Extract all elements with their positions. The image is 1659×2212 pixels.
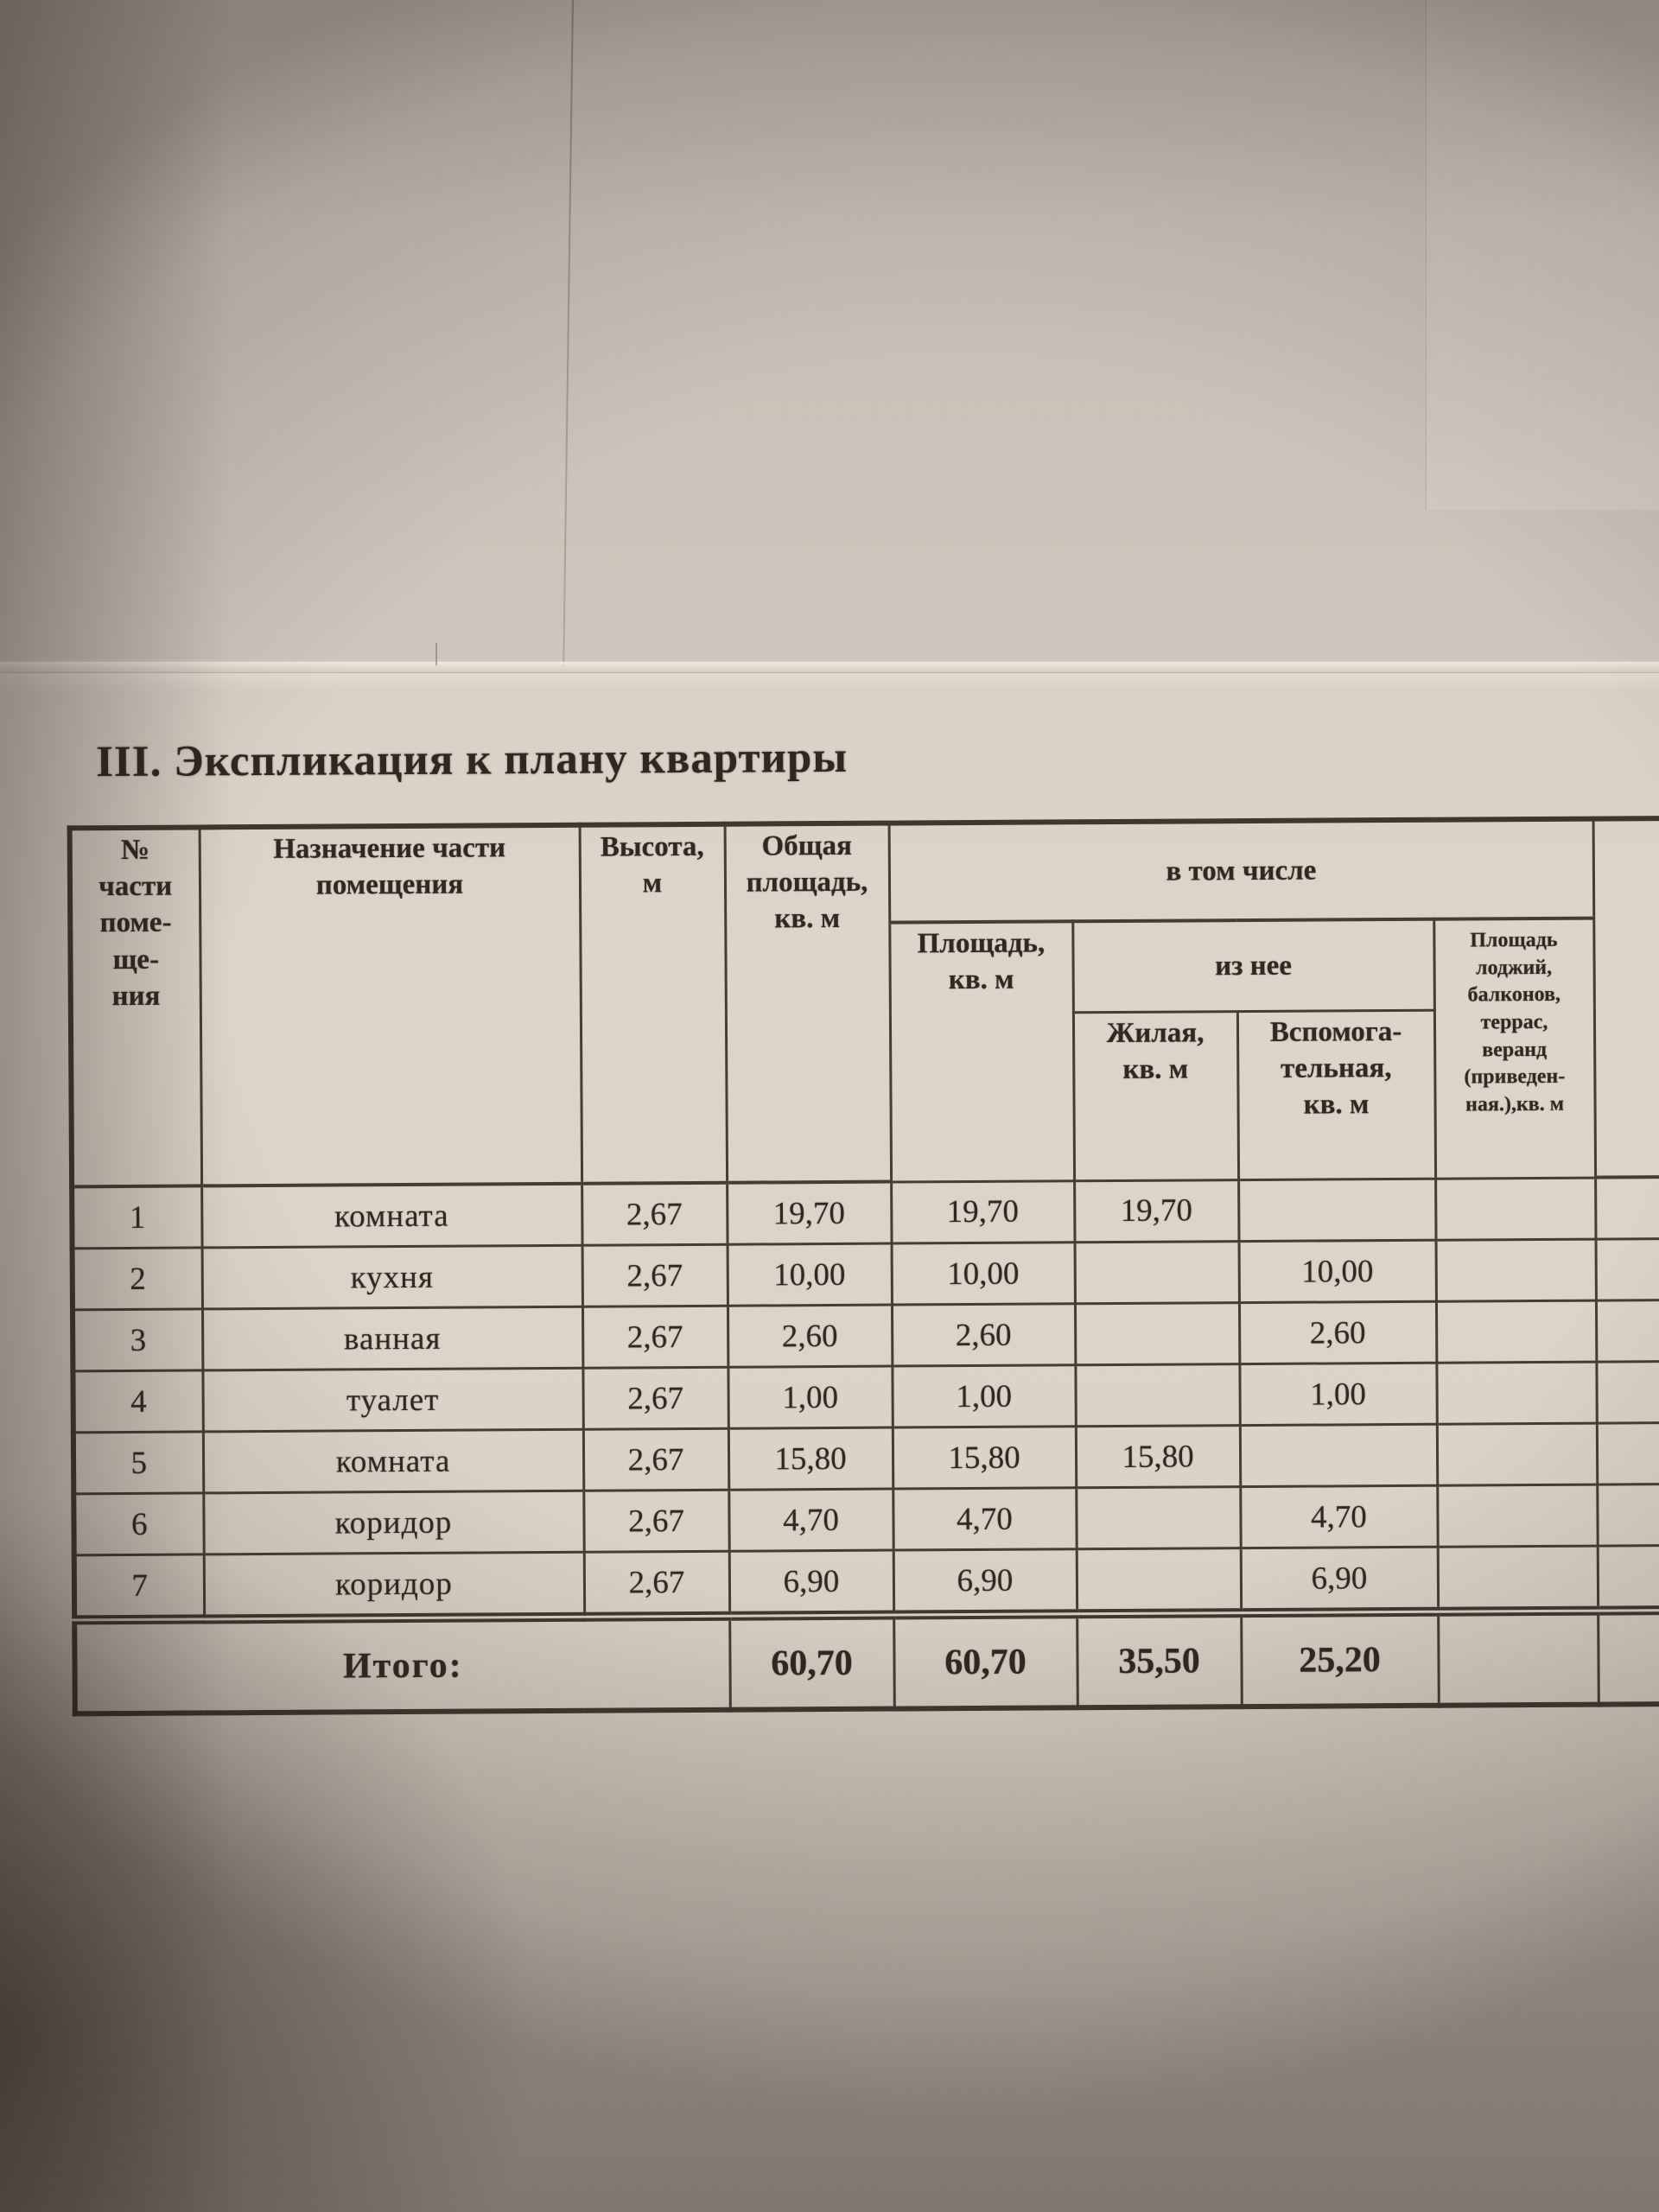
col-header-of-it: из нее — [1072, 918, 1434, 1013]
totals-total-area: 60,70 — [729, 1615, 894, 1710]
paper-seam — [0, 662, 1659, 673]
table-row: 4 туалет 2,67 1,00 1,00 1,00 — [73, 1361, 1659, 1433]
cell-room-number: 6 — [73, 1492, 204, 1555]
paper-seam-notch — [435, 643, 437, 665]
cell-purpose: комната — [201, 1183, 582, 1248]
cell-height: 2,67 — [582, 1367, 728, 1430]
col-header-total-area: Общая площадь, кв. м — [724, 823, 892, 1183]
cell-area: 19,70 — [891, 1180, 1075, 1244]
cell-loggia-area — [1435, 1177, 1596, 1241]
totals-loggia-area — [1438, 1611, 1599, 1706]
cell-auxiliary-area — [1239, 1424, 1438, 1487]
cell-living-area — [1076, 1486, 1241, 1549]
cell-cutoff — [1595, 1238, 1659, 1301]
cell-loggia-area — [1436, 1362, 1597, 1425]
cell-living-area: 19,70 — [1074, 1179, 1239, 1243]
cell-loggia-area — [1435, 1300, 1597, 1363]
col-header-including: в том числе — [888, 818, 1594, 923]
cell-living-area: 15,80 — [1075, 1425, 1241, 1488]
cell-room-number: 5 — [73, 1431, 204, 1494]
cell-purpose: коридор — [203, 1491, 584, 1554]
cell-height: 2,67 — [582, 1182, 728, 1246]
col-header-auxiliary: Вспомога- тельная, кв. м — [1236, 1009, 1436, 1180]
cell-loggia-area — [1435, 1239, 1596, 1302]
table-row: 7 коридор 2,67 6,90 6,90 6,90 — [73, 1545, 1659, 1620]
col-header-living: Жилая, кв. м — [1072, 1011, 1239, 1181]
cell-area: 15,80 — [892, 1426, 1077, 1490]
cell-total-area: 4,70 — [728, 1489, 893, 1552]
cell-total-area: 19,70 — [727, 1181, 892, 1245]
table-row: 5 комната 2,67 15,80 15,80 15,80 — [73, 1422, 1659, 1494]
table-row: 1 комната 2,67 19,70 19,70 19,70 — [72, 1176, 1659, 1249]
cell-total-area: 15,80 — [728, 1427, 893, 1491]
cell-auxiliary-area: 2,60 — [1238, 1301, 1437, 1364]
cell-height: 2,67 — [582, 1306, 728, 1369]
table-body: 1 комната 2,67 19,70 19,70 19,70 2 кухня… — [72, 1176, 1659, 1714]
cell-purpose: туалет — [202, 1368, 583, 1432]
cell-cutoff — [1596, 1361, 1659, 1424]
cell-purpose: ванная — [201, 1306, 583, 1370]
cell-total-area: 1,00 — [728, 1366, 893, 1429]
cell-purpose: комната — [202, 1429, 584, 1493]
cell-area: 1,00 — [892, 1364, 1076, 1428]
cell-auxiliary-area: 4,70 — [1240, 1485, 1438, 1548]
table-row: 2 кухня 2,67 10,00 10,00 10,00 — [72, 1238, 1659, 1310]
table-header: № части поме- ще- ния Назначение части п… — [69, 817, 1659, 1187]
cell-height: 2,67 — [583, 1490, 729, 1553]
cell-height: 2,67 — [583, 1551, 730, 1618]
totals-cutoff — [1598, 1610, 1659, 1705]
cell-total-area: 2,60 — [727, 1305, 893, 1368]
cell-height: 2,67 — [582, 1244, 728, 1307]
cell-purpose: коридор — [203, 1552, 585, 1619]
cell-room-number: 2 — [72, 1247, 202, 1310]
cell-auxiliary-area: 1,00 — [1239, 1363, 1437, 1426]
cell-auxiliary-area: 10,00 — [1238, 1240, 1436, 1303]
cell-auxiliary-area: 6,90 — [1240, 1547, 1439, 1613]
col-header-purpose: Назначение части помещения — [199, 824, 582, 1186]
cell-loggia-area — [1436, 1423, 1598, 1486]
col-header-room-number: № части поме- ще- ния — [69, 827, 202, 1187]
cell-room-number: 7 — [73, 1554, 205, 1620]
cell-room-number: 4 — [73, 1370, 203, 1433]
cell-total-area: 10,00 — [727, 1243, 892, 1306]
totals-auxiliary-area: 25,20 — [1241, 1611, 1439, 1707]
cell-cutoff — [1595, 1176, 1659, 1240]
cell-area: 2,60 — [891, 1303, 1076, 1367]
table-row: 3 ванная 2,67 2,60 2,60 2,60 — [72, 1300, 1659, 1371]
cell-loggia-area — [1437, 1484, 1598, 1548]
col-header-area: Площадь, кв. м — [889, 921, 1075, 1182]
cell-purpose: кухня — [201, 1245, 582, 1309]
cell-cutoff — [1597, 1484, 1659, 1547]
cell-living-area — [1074, 1302, 1240, 1365]
cell-loggia-area — [1437, 1546, 1599, 1612]
cell-area: 10,00 — [891, 1242, 1075, 1306]
totals-row: Итого: 60,70 60,70 35,50 25,20 — [74, 1610, 1659, 1714]
cell-room-number: 3 — [72, 1308, 203, 1371]
cell-cutoff — [1597, 1545, 1659, 1611]
col-header-height: Высота, м — [579, 823, 728, 1184]
table-row: 6 коридор 2,67 4,70 4,70 4,70 — [73, 1484, 1659, 1555]
explication-table: № части поме- ще- ния Назначение части п… — [67, 815, 1659, 1717]
cell-living-area — [1075, 1363, 1240, 1427]
paper-edge-line — [1426, 0, 1659, 510]
totals-label: Итого: — [74, 1616, 730, 1714]
document-title: III. Экспликация к плану квартиры — [95, 733, 849, 787]
cell-area: 4,70 — [893, 1487, 1077, 1551]
cell-area: 6,90 — [893, 1548, 1077, 1616]
cell-height: 2,67 — [582, 1428, 729, 1491]
col-header-loggia: Площадь лоджий, балконов, террас, веранд… — [1433, 918, 1596, 1179]
cell-auxiliary-area — [1238, 1178, 1436, 1242]
cell-room-number: 1 — [72, 1185, 202, 1249]
cell-living-area — [1074, 1241, 1239, 1304]
totals-living-area: 35,50 — [1077, 1612, 1242, 1708]
cell-cutoff — [1596, 1422, 1659, 1485]
totals-area: 60,70 — [893, 1613, 1077, 1709]
col-header-cutoff — [1592, 817, 1659, 1178]
cell-cutoff — [1595, 1300, 1659, 1363]
cell-living-area — [1076, 1548, 1242, 1614]
cell-total-area: 6,90 — [728, 1550, 894, 1617]
